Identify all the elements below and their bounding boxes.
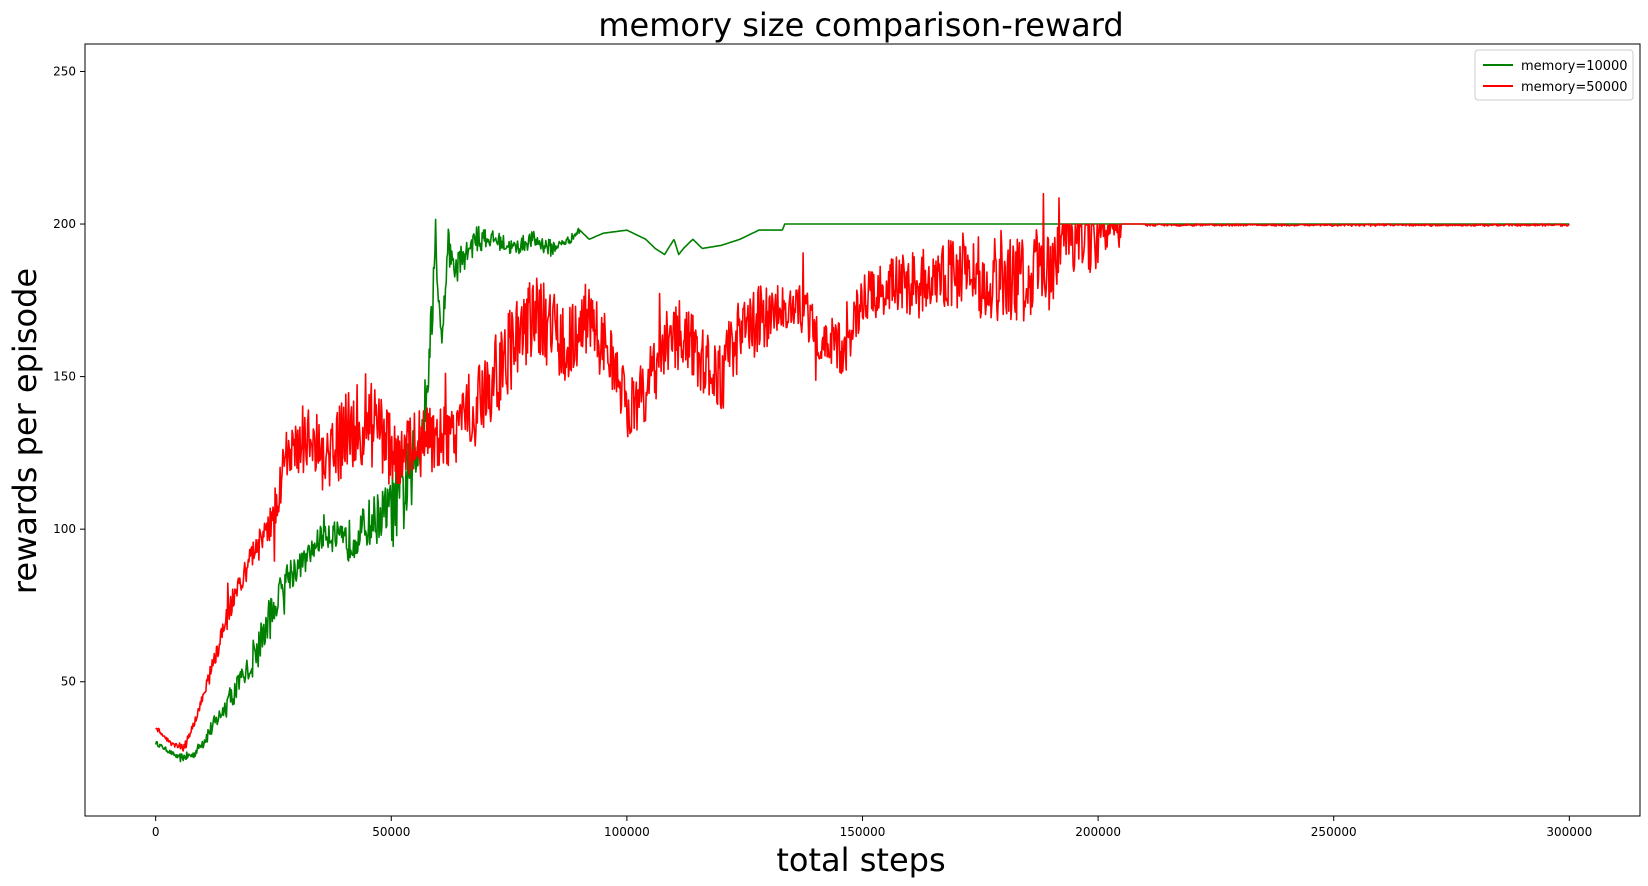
x-tick-label: 50000	[372, 825, 410, 839]
chart-title: memory size comparison-reward	[598, 6, 1123, 44]
x-tick-label: 100000	[604, 825, 650, 839]
x-tick-label: 200000	[1075, 825, 1121, 839]
legend-label: memory=50000	[1521, 80, 1628, 95]
y-axis-label: rewards per episode	[6, 268, 44, 594]
plot-frame	[84, 43, 1641, 817]
x-tick-label: 300000	[1546, 825, 1592, 839]
x-tick-label: 150000	[840, 825, 886, 839]
series-layer	[154, 192, 1570, 763]
x-tick-label: 250000	[1311, 825, 1357, 839]
legend-label: memory=10000	[1521, 59, 1628, 74]
x-tick-label: 0	[152, 825, 160, 839]
axis-layer: 0 50000 100000 150000 200000 250000 300000 50 10…	[53, 64, 1592, 839]
y-tick-label: 200	[53, 217, 76, 231]
y-tick-label: 50	[61, 675, 76, 689]
x-axis-label: total steps	[776, 841, 945, 879]
legend: memory=10000 memory=50000	[1474, 49, 1634, 101]
legend-box	[1474, 49, 1634, 101]
y-tick-label: 250	[53, 64, 76, 78]
y-tick-label: 150	[53, 370, 76, 384]
series-line-2	[155, 192, 1570, 752]
y-tick-label: 100	[53, 522, 76, 536]
series-line-1	[154, 218, 1570, 763]
